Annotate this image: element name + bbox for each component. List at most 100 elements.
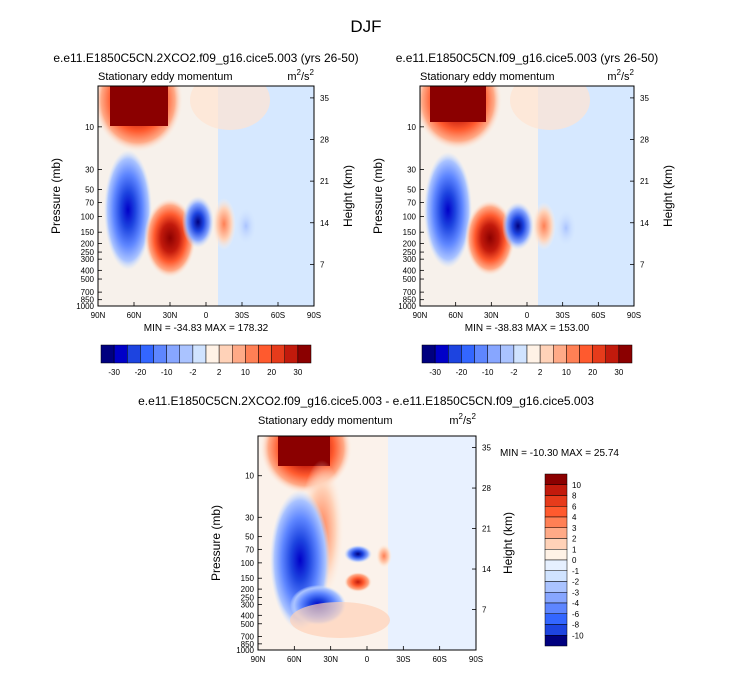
y-tick-label: 100 bbox=[241, 559, 255, 568]
y-tick-label: 150 bbox=[241, 574, 255, 583]
panel-a-plot bbox=[98, 86, 314, 306]
colorbar-label: -3 bbox=[572, 588, 580, 597]
y-tick-label: 400 bbox=[81, 266, 95, 275]
panel-c-stats: MIN = -10.30 MAX = 25.74 bbox=[500, 448, 619, 459]
colorbar-swatch bbox=[500, 344, 515, 364]
colorbar-swatch bbox=[605, 344, 620, 364]
y-tick-label: 500 bbox=[81, 275, 95, 284]
panel-b-y2label: Height (km) bbox=[661, 165, 675, 227]
colorbar-swatch bbox=[474, 344, 488, 364]
colorbar-swatch bbox=[205, 344, 220, 364]
colorbar-swatch bbox=[544, 506, 568, 518]
colorbar-swatch bbox=[544, 581, 568, 593]
panel-c-units: m2/s2 bbox=[449, 412, 476, 427]
colorbar-swatch bbox=[100, 344, 115, 364]
panel-b-y2-ticks: 35 28 21 14 7 bbox=[630, 94, 649, 269]
colorbar-label: 10 bbox=[572, 481, 581, 490]
colorbar-swatch bbox=[592, 344, 606, 364]
panel-a-strat-core bbox=[110, 86, 168, 126]
y2-tick-label: 7 bbox=[320, 260, 325, 269]
x-tick-label: 90S bbox=[627, 311, 641, 320]
x-tick-label: 90N bbox=[413, 311, 428, 320]
colorbar-swatch bbox=[553, 344, 567, 364]
panel-b-case-title: e.e11.E1850C5CN.f09_g16.cice5.003 (yrs 2… bbox=[396, 51, 659, 65]
colorbar-swatch bbox=[544, 495, 568, 507]
y-tick-label: 150 bbox=[403, 228, 417, 237]
y-tick-label: 70 bbox=[245, 545, 254, 554]
colorbar-swatch bbox=[544, 613, 568, 625]
colorbar-label: -10 bbox=[482, 368, 494, 377]
y-tick-label: 30 bbox=[85, 166, 94, 175]
y-tick-label: 150 bbox=[81, 228, 95, 237]
colorbar-label: 10 bbox=[562, 368, 571, 377]
y-tick-label: 1000 bbox=[398, 302, 416, 311]
x-tick-label: 0 bbox=[204, 311, 209, 320]
colorbar-label: -30 bbox=[108, 368, 120, 377]
y-tick-label: 100 bbox=[403, 212, 417, 221]
y-tick-label: 250 bbox=[403, 248, 417, 257]
colorbar-swatch bbox=[544, 635, 568, 647]
y-tick-label: 200 bbox=[81, 239, 95, 248]
colorbar-swatch bbox=[153, 344, 167, 364]
panel-control: e.e11.E1850C5CN.f09_g16.cice5.003 (yrs 2… bbox=[371, 51, 675, 377]
colorbar-label: 2 bbox=[572, 535, 577, 544]
y-tick-label: 850 bbox=[403, 296, 417, 305]
y-tick-label: 700 bbox=[81, 288, 95, 297]
colorbar-swatch bbox=[579, 344, 593, 364]
y2-tick-label: 7 bbox=[482, 606, 487, 615]
colorbar-swatch bbox=[544, 624, 568, 636]
panel-a-max-sh bbox=[212, 198, 236, 250]
x-tick-label: 30N bbox=[323, 655, 338, 664]
page-title: DJF bbox=[350, 17, 381, 36]
colorbar-swatch bbox=[434, 344, 449, 364]
colorbar-swatch bbox=[421, 344, 436, 364]
x-tick-label: 30S bbox=[396, 655, 410, 664]
panel-b-pink-top bbox=[510, 86, 590, 130]
panel-b-max-30n bbox=[465, 200, 515, 276]
colorbar-label: 2 bbox=[538, 368, 543, 377]
panel-a-x-ticks: 90N 60N 30N 0 30S 60S 90S bbox=[91, 302, 321, 320]
colorbar-swatch bbox=[618, 344, 633, 364]
panel-b-min-sh bbox=[556, 210, 576, 246]
panel-a-stats: MIN = -34.83 MAX = 178.32 bbox=[144, 323, 269, 334]
x-tick-label: 90S bbox=[469, 655, 483, 664]
x-tick-label: 60S bbox=[271, 311, 285, 320]
y-tick-label: 500 bbox=[241, 620, 255, 629]
colorbar-label: 8 bbox=[572, 492, 577, 501]
colorbar-swatch bbox=[140, 344, 154, 364]
colorbar-swatch bbox=[192, 344, 207, 364]
colorbar-label: 10 bbox=[241, 368, 250, 377]
x-tick-label: 90S bbox=[307, 311, 321, 320]
y-tick-label: 850 bbox=[81, 296, 95, 305]
colorbar-swatch bbox=[271, 344, 285, 364]
colorbar-label: 6 bbox=[572, 502, 577, 511]
colorbar-swatch bbox=[487, 344, 501, 364]
y2-tick-label: 14 bbox=[320, 219, 329, 228]
x-tick-label: 30N bbox=[484, 311, 499, 320]
colorbar-swatch bbox=[544, 570, 568, 582]
colorbar-swatch bbox=[297, 344, 312, 364]
colorbar-swatch bbox=[513, 344, 528, 364]
colorbar-label: -2 bbox=[572, 578, 580, 587]
panel-a-units: m2/s2 bbox=[287, 68, 314, 83]
colorbar-swatch bbox=[166, 344, 180, 364]
y-tick-label: 1000 bbox=[76, 302, 94, 311]
colorbar-label: -4 bbox=[572, 599, 580, 608]
colorbar-swatch bbox=[544, 484, 568, 496]
panel-2xco2: e.e11.E1850C5CN.2XCO2.f09_g16.cice5.003 … bbox=[49, 51, 359, 377]
panel-b-min-eq bbox=[502, 202, 534, 250]
colorbar-swatch bbox=[461, 344, 475, 364]
panel-a-pink-top bbox=[190, 86, 270, 130]
y-tick-label: 700 bbox=[241, 633, 255, 642]
y-tick-label: 850 bbox=[241, 640, 255, 649]
colorbar-label: -2 bbox=[189, 368, 197, 377]
y-tick-label: 250 bbox=[81, 248, 95, 257]
panel-b-min-60n bbox=[424, 152, 472, 268]
y2-tick-label: 28 bbox=[482, 484, 491, 493]
y-tick-label: 50 bbox=[245, 533, 254, 542]
y-tick-label: 500 bbox=[403, 275, 417, 284]
panel-a-case-title: e.e11.E1850C5CN.2XCO2.f09_g16.cice5.003 … bbox=[53, 51, 358, 65]
panel-difference: e.e11.E1850C5CN.2XCO2.f09_g16.cice5.003 … bbox=[138, 394, 619, 664]
